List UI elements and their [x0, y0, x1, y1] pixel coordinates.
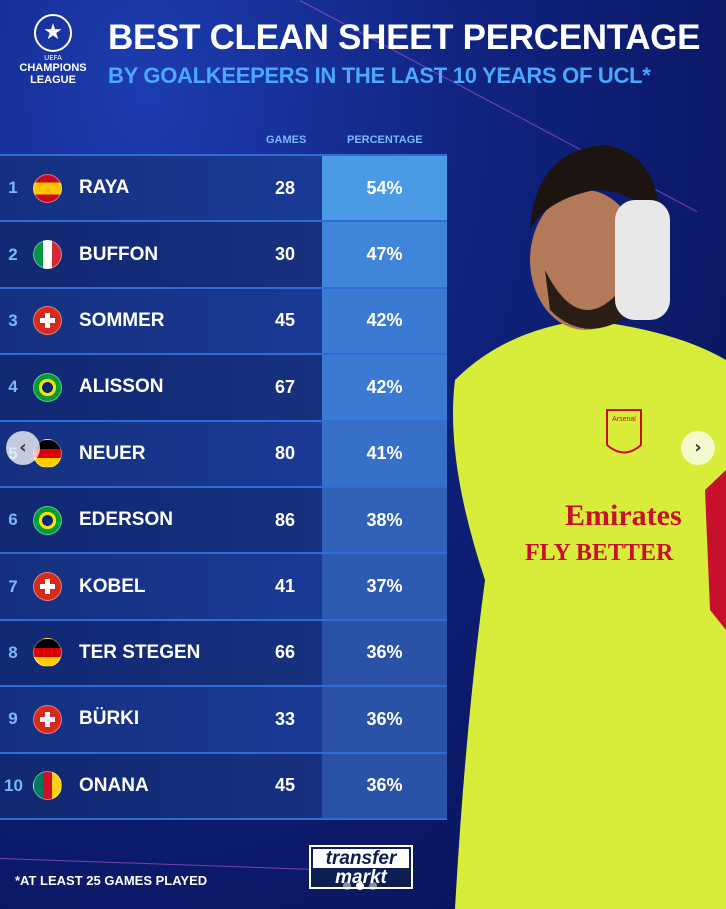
logo-line2: LEAGUE — [30, 74, 76, 86]
flag-spain-icon — [33, 173, 62, 203]
footnote: *AT LEAST 25 GAMES PLAYED — [15, 873, 208, 888]
games-value: 80 — [274, 443, 296, 464]
rank: 9 — [8, 709, 18, 729]
rank: 7 — [8, 576, 18, 596]
table-row: 4 ALISSON 67 42% — [0, 353, 447, 420]
shirt-sponsor: Emirates — [565, 499, 682, 532]
chevron-right-icon[interactable]: › — [681, 431, 715, 465]
rank: 1 — [8, 178, 18, 198]
games-value: 28 — [274, 177, 296, 198]
percentage-value: 41% — [322, 421, 447, 486]
carousel-dot[interactable] — [343, 882, 351, 890]
rank: 10 — [4, 775, 23, 795]
percentage-value: 38% — [322, 487, 447, 553]
arsenal-badge-icon — [606, 409, 642, 454]
rank: 4 — [8, 377, 18, 397]
shirt-badge-text: Arsenal — [612, 416, 636, 423]
table-bottom-border — [0, 817, 447, 820]
player-name: ALISSON — [79, 376, 164, 398]
ranking-table: 1 RAYA 28 54% 2 BUFFON 30 47% 3 SOMMER 4… — [0, 154, 447, 820]
games-value: 30 — [274, 244, 296, 265]
table-row: 9 BÜRKI 33 36% — [0, 685, 447, 752]
games-value: 66 — [274, 642, 296, 663]
rank: 8 — [8, 642, 18, 662]
logo-line1: CHAMPIONS — [19, 62, 87, 74]
player-name: SOMMER — [79, 309, 165, 331]
carousel-dots — [343, 882, 377, 890]
table-row: 7 KOBEL 41 37% — [0, 552, 447, 619]
flag-italy-icon — [33, 240, 62, 270]
rank: 2 — [8, 244, 18, 264]
page-subtitle: BY GOALKEEPERS IN THE LAST 10 YEARS OF U… — [108, 63, 651, 88]
flag-switzerland-icon — [33, 306, 62, 336]
flag-germany-icon — [33, 638, 62, 668]
table-row: 1 RAYA 28 54% — [0, 154, 447, 221]
player-name: BÜRKI — [79, 708, 140, 730]
column-header-games: GAMES — [266, 134, 307, 146]
percentage-value: 37% — [322, 554, 447, 619]
chevron-left-icon[interactable]: ‹ — [6, 431, 40, 465]
table-row: 3 SOMMER 45 42% — [0, 286, 447, 354]
carousel-dot[interactable] — [369, 882, 377, 890]
player-name: EDERSON — [79, 509, 173, 531]
percentage-value: 42% — [322, 288, 447, 354]
percentage-value: 36% — [322, 620, 447, 686]
flag-switzerland-icon — [33, 704, 62, 734]
logo-uefa: UEFA — [44, 54, 62, 62]
brand-line1: transfer — [313, 849, 409, 868]
page-title: BEST CLEAN SHEET PERCENTAGE — [108, 18, 701, 57]
table-row: 2 BUFFON 30 47% — [0, 220, 447, 287]
table-row: 10 ONANA 45 36% — [0, 751, 447, 818]
starball-icon: ★ — [34, 14, 72, 52]
rank: 6 — [8, 510, 18, 530]
table-row: 6 EDERSON 86 38% — [0, 485, 447, 553]
percentage-value: 54% — [322, 156, 447, 221]
percentage-value: 47% — [322, 222, 447, 287]
column-header-percentage: PERCENTAGE — [347, 134, 423, 146]
player-photo: Emirates FLY BETTER Arsenal — [453, 145, 726, 909]
player-name: TER STEGEN — [79, 641, 201, 663]
flag-cameroon-icon — [33, 771, 62, 801]
flag-switzerland-icon — [33, 572, 62, 602]
player-name: ONANA — [79, 774, 149, 796]
games-value: 45 — [274, 310, 296, 331]
games-value: 67 — [274, 376, 296, 397]
flag-brazil-icon — [33, 372, 62, 402]
table-row: 5 NEUER 80 41% — [0, 419, 447, 486]
table-row: 8 TER STEGEN 66 36% — [0, 618, 447, 686]
percentage-value: 36% — [322, 753, 447, 818]
shirt-sponsor-tagline: FLY BETTER — [525, 540, 674, 566]
champions-league-logo: ★ UEFA CHAMPIONS LEAGUE — [10, 14, 96, 86]
games-value: 86 — [274, 509, 296, 530]
player-name: BUFFON — [79, 243, 159, 265]
games-value: 33 — [274, 708, 296, 729]
player-name: KOBEL — [79, 575, 146, 597]
player-name: RAYA — [79, 177, 130, 199]
percentage-value: 42% — [322, 355, 447, 420]
flag-brazil-icon — [33, 505, 62, 535]
carousel-dot-active[interactable] — [356, 882, 364, 890]
rank: 3 — [8, 310, 18, 330]
percentage-value: 36% — [322, 687, 447, 752]
games-value: 45 — [274, 775, 296, 796]
games-value: 41 — [274, 576, 296, 597]
player-name: NEUER — [79, 442, 146, 464]
